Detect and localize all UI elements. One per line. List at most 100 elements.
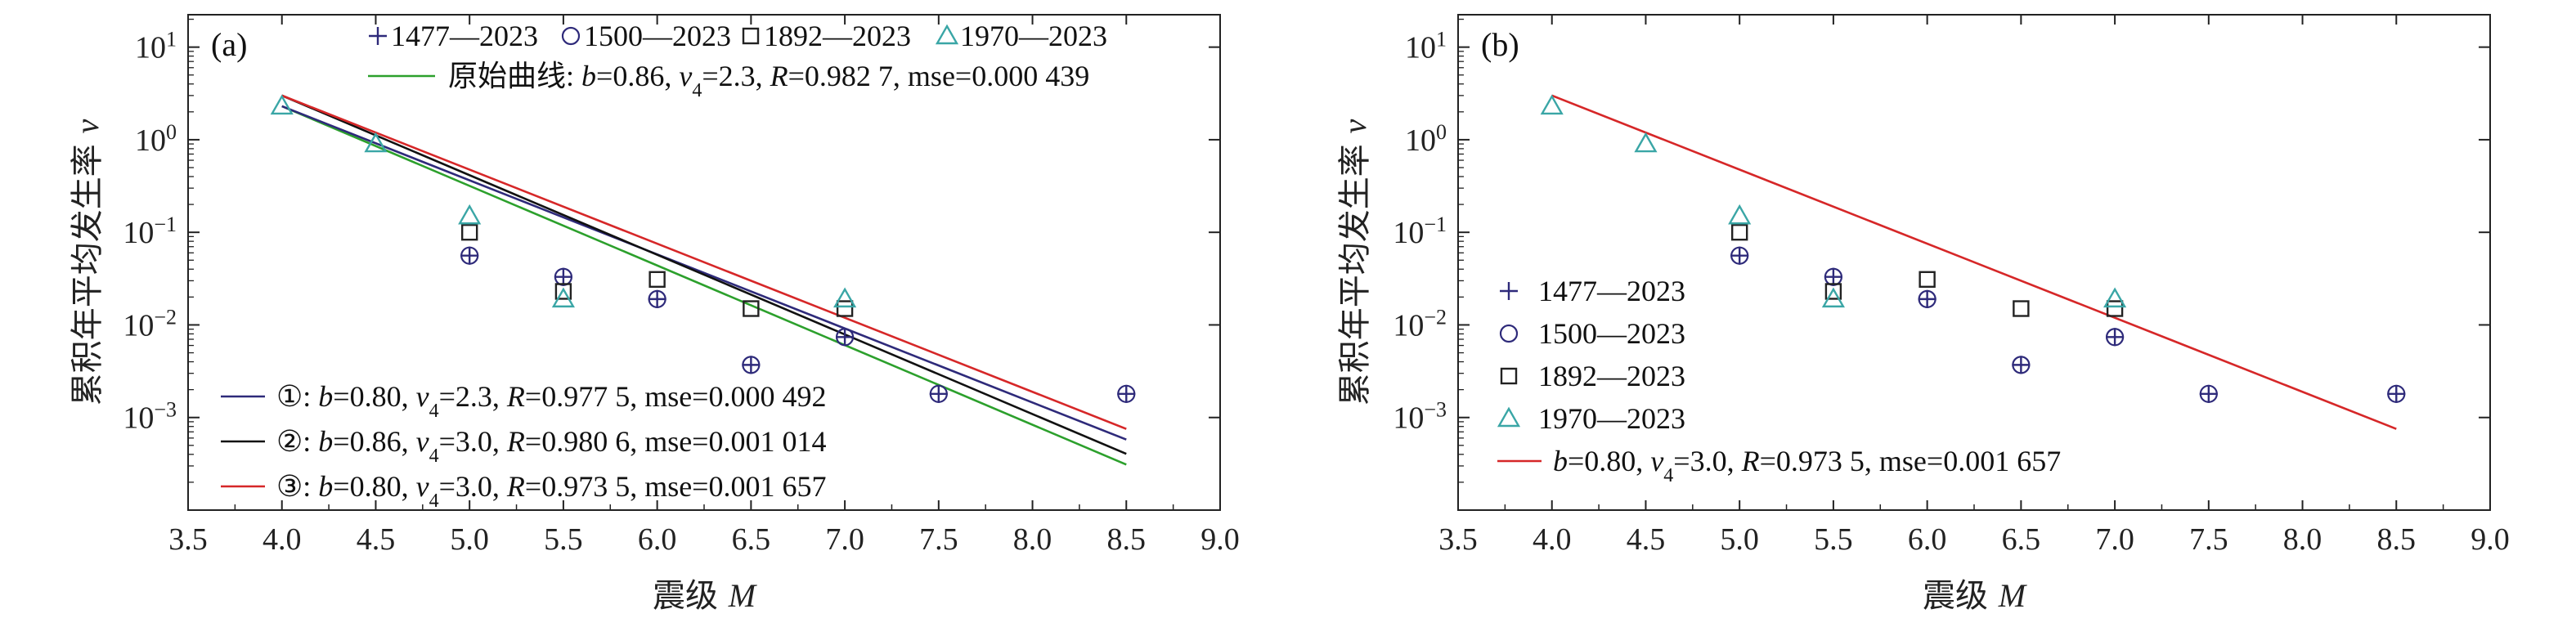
x-tick-label: 7.5 [919,522,958,557]
data-point-circle [742,356,761,374]
x-tick-label: 8.0 [2283,522,2322,557]
x-tick-label: 7.0 [825,522,864,557]
data-point-circle [648,289,666,308]
data-point-plus [2387,384,2406,403]
legend-marker-circle [1499,324,1519,343]
data-point-circle [2012,356,2031,374]
x-tick-label: 6.0 [1908,522,1947,557]
data-point-circle [2199,384,2218,403]
y-axis-label: 累积年平均发生率 ν [1336,119,1374,406]
x-tick-label: 5.5 [544,522,583,557]
legend-label: 原始曲线: b=0.86, v4=2.3, R=0.982 7, mse=0.0… [448,60,1089,101]
y-tick-label: 10−1 [123,213,177,251]
panel-label: (a) [211,26,247,63]
data-point-triangle [2103,287,2127,308]
y-tick-label: 100 [1405,119,1447,158]
x-tick-label: 4.0 [263,522,302,557]
data-point-plus [1730,246,1749,265]
legend-marker-plus [369,27,387,45]
legend-label: 1970—2023 [1538,402,1685,435]
data-point-triangle [833,287,857,308]
data-point-triangle [270,94,294,115]
legend-marker-triangle [935,24,959,45]
data-point-square [2013,300,2030,317]
y-tick-label: 101 [1405,27,1447,65]
chart-panel-a: 3.5 4.0 4.5 5.0 5.5 6.0 6.5 7.0 7.5 8.0 8.5 9.0 10−3… [69,14,1240,615]
legend-label: ③: b=0.80, v4=3.0, R=0.973 5, mse=0.001 … [276,470,827,512]
y-tick-label: 100 [135,119,177,158]
y-tick-label: 10−1 [1393,213,1447,251]
data-point-circle [929,384,948,403]
x-tick-label: 8.0 [1013,522,1052,557]
data-point-plus [2106,328,2125,347]
x-tick-label: 5.0 [450,522,489,557]
legend-marker-plus [1500,282,1518,300]
y-tick-label: 10−2 [1393,305,1447,343]
y-tick-label: 10−3 [123,397,177,436]
data-point-plus [554,267,572,286]
data-point-triangle [1821,287,1845,308]
legend-marker-square [742,27,760,45]
data-point-plus [742,356,761,374]
x-tick-label: 8.5 [2377,522,2417,557]
data-point-plus [648,289,666,308]
data-point-plus [929,384,948,403]
x-tick-label: 7.5 [2189,522,2228,557]
x-tick-label: 6.5 [732,522,771,557]
data-point-plus [1117,384,1136,403]
legend-label: 1892—2023 [764,20,911,52]
data-point-circle [1117,384,1136,403]
x-tick-label: 8.5 [1107,522,1147,557]
x-tick-label: 5.0 [1720,522,1759,557]
data-point-triangle [1540,94,1564,115]
x-tick-label: 6.5 [2002,522,2041,557]
x-tick-label: 5.5 [1814,522,1853,557]
data-point-circle [835,328,855,347]
fit-line-1 [1551,94,2397,430]
data-point-circle [1824,267,1843,286]
data-point-triangle [1728,204,1752,225]
data-point-circle [2387,384,2406,403]
legend-label: 1500—2023 [584,20,731,52]
data-point-circle [460,246,479,265]
data-point-plus [1824,267,1842,286]
data-point-square [554,283,572,300]
panel-label: (b) [1481,26,1519,63]
data-point-square [2106,300,2124,317]
data-point-plus [2199,384,2218,403]
data-point-triangle [364,132,388,153]
legend-label: 1500—2023 [1538,317,1685,350]
data-point-plus [1918,289,1936,308]
data-point-square [460,223,478,241]
x-tick-label: 4.5 [357,522,396,557]
data-point-circle [554,267,573,286]
data-point-circle [2105,328,2125,347]
data-point-square [1919,271,1936,289]
fit-line-3 [281,94,1127,455]
x-axis-label: 震级 M [1923,577,2028,615]
data-point-circle [1918,289,1936,308]
data-point-plus [836,328,855,347]
y-tick-label: 101 [135,27,177,65]
data-point-square [1730,223,1748,241]
legend-label: b=0.80, v4=3.0, R=0.973 5, mse=0.001 657 [1553,445,2061,486]
fit-line-4 [281,94,1127,430]
legend-label: 1970—2023 [960,20,1107,52]
data-point-triangle [1634,132,1658,153]
x-tick-label: 4.0 [1533,522,1572,557]
y-tick-label: 10−3 [1393,397,1447,436]
data-point-square [648,271,666,289]
fit-line-1 [281,105,1127,466]
fit-line-2 [281,105,1127,441]
data-point-triangle [551,287,575,308]
legend-label: ②: b=0.86, v4=3.0, R=0.980 6, mse=0.001 … [276,425,827,467]
legend-label: 1477—2023 [391,20,538,52]
x-tick-label: 6.0 [638,522,677,557]
x-tick-label: 7.0 [2095,522,2134,557]
legend-marker-square [1500,367,1518,385]
data-point-triangle [458,204,482,225]
legend-label: ①: b=0.80, v4=2.3, R=0.977 5, mse=0.000 … [276,380,827,422]
legend-marker-triangle [1497,406,1521,428]
x-tick-label: 3.5 [1438,522,1478,557]
data-point-plus [460,246,479,265]
